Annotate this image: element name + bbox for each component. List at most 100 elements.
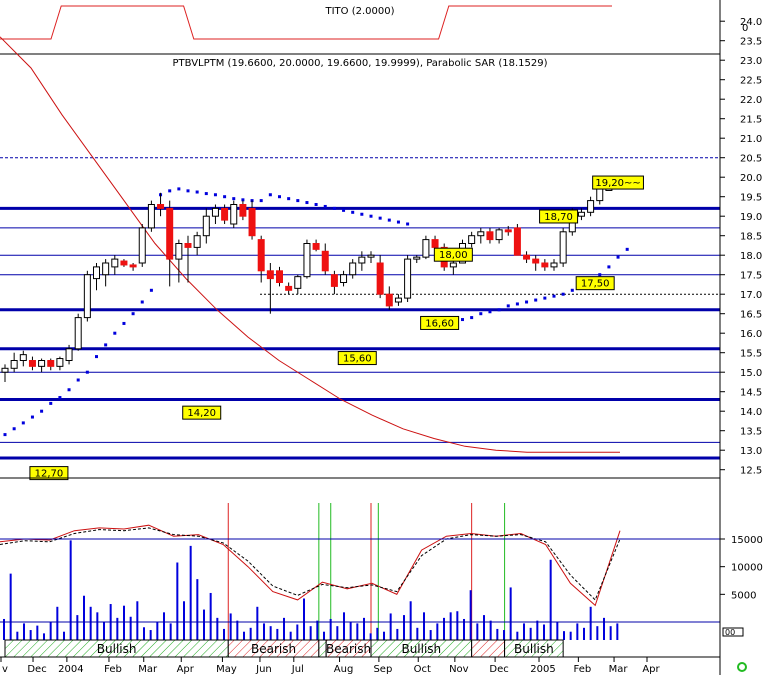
candle-up — [394, 297, 402, 303]
candle-down — [47, 360, 55, 367]
candle-up — [83, 274, 91, 319]
candle-down — [431, 239, 439, 248]
sar-dot — [113, 331, 117, 335]
sar-dot — [461, 318, 464, 322]
sar-dot — [40, 409, 44, 413]
price-levels — [0, 157, 720, 460]
sar-dot — [506, 304, 510, 308]
candle-up — [349, 262, 357, 276]
candle-down — [532, 258, 540, 264]
volume-tick-label: 15000 — [731, 535, 763, 546]
time-tick-label: Sep — [373, 664, 392, 675]
price-panel: PTBVLPTM (19.6600, 20.0000, 19.6600, 19.… — [0, 36, 720, 481]
sar-dot — [168, 189, 172, 193]
candle-down — [486, 231, 494, 241]
candle-down — [129, 264, 137, 268]
status-icon — [737, 662, 747, 672]
sar-dot — [552, 294, 556, 298]
trend-band-label: Bullish — [514, 642, 554, 656]
sar-dot — [305, 201, 309, 205]
sar-dot — [607, 265, 611, 269]
candle-down — [504, 229, 512, 233]
candle-down — [248, 207, 256, 237]
candle-up — [211, 207, 219, 217]
price-annotation-box — [29, 466, 69, 481]
price-annotation-label: 15,60 — [343, 354, 372, 365]
price-tick-label: 13.0 — [740, 446, 762, 457]
candle-up — [193, 235, 201, 248]
candle-up — [577, 211, 585, 217]
candle-down — [541, 262, 549, 268]
sar-dot — [525, 300, 529, 304]
sar-dot — [323, 204, 327, 208]
sar-dot — [342, 208, 346, 212]
price-axis: 24.0 23.5 23.0 22.5 22.0 21.5 21.0 20.5 20.0 19.5… — [720, 17, 762, 477]
sar-dot — [479, 312, 483, 316]
candle-up — [19, 354, 27, 361]
sar-dot — [140, 300, 144, 304]
candle-up — [449, 262, 457, 268]
candle-down — [523, 254, 531, 260]
candle-down — [321, 250, 329, 272]
price-tick-label: 13.5 — [740, 427, 762, 438]
candle-up — [596, 188, 604, 202]
price-tick-label: 19.5 — [740, 193, 762, 204]
price-annotation-label: 14,20 — [187, 408, 216, 419]
sar-dot — [3, 433, 7, 437]
candle-down — [312, 243, 320, 250]
sar-dot — [186, 189, 190, 193]
candle-up — [495, 229, 503, 241]
sar-dot — [369, 214, 373, 218]
price-annotation-box — [182, 405, 222, 420]
candle-up — [147, 204, 155, 229]
price-annotation-label: 12,70 — [35, 469, 64, 480]
time-tick-label: Apr — [177, 664, 195, 675]
sar-dot — [561, 292, 565, 296]
trend-band-label: Bullish — [97, 642, 137, 656]
sar-dot — [396, 220, 400, 224]
price-annotation-box — [592, 175, 644, 190]
price-annotation-label: 18,70 — [544, 212, 573, 223]
volume-panel: 00 15000 10000 5000 — [0, 503, 763, 640]
time-tick-label: v — [2, 664, 8, 675]
parabolic-sar — [3, 187, 629, 437]
time-tick-label: Jul — [291, 664, 304, 675]
candle-down — [385, 293, 393, 307]
sar-dot — [67, 388, 71, 392]
sar-dot — [406, 222, 410, 226]
sar-dot — [296, 199, 300, 203]
price-tick-label: 21.0 — [740, 134, 762, 145]
sar-dot — [104, 343, 108, 347]
candle-up — [294, 276, 302, 289]
candle-up — [74, 317, 82, 350]
sar-dot — [30, 415, 34, 419]
price-tick-label: 24.0 — [740, 17, 762, 28]
price-annotation-box — [337, 351, 377, 366]
price-tick-label: 20.5 — [740, 154, 762, 165]
status-ring-icon — [737, 662, 747, 672]
sar-dot — [204, 192, 208, 196]
sar-dot — [488, 310, 492, 314]
moving-average-line — [0, 36, 620, 453]
sar-dot — [616, 255, 620, 259]
candle-down — [276, 270, 283, 283]
time-axis: v Dec 2004 Feb Mar Apr May Jun Jul Aug Sep Oct Nov De… — [0, 657, 661, 675]
tito-line — [0, 5, 612, 40]
sar-dot — [21, 421, 25, 425]
candle-down — [166, 207, 174, 260]
price-tick-label: 15.5 — [740, 349, 762, 360]
price-annotation-label: 19,20~~ — [595, 178, 640, 189]
candle-up — [477, 231, 485, 237]
candle-down — [285, 285, 293, 291]
time-tick-label: Dec — [489, 664, 508, 675]
sar-dot — [278, 195, 281, 199]
time-tick-label: Jun — [255, 664, 272, 675]
sar-dot — [268, 193, 272, 197]
candle-down — [513, 227, 521, 256]
candle-up — [38, 360, 46, 367]
candle-up — [175, 243, 183, 260]
price-annotation-label: 16,60 — [425, 318, 454, 329]
price-tick-label: 18.0 — [740, 251, 762, 262]
sar-dot — [470, 316, 474, 320]
